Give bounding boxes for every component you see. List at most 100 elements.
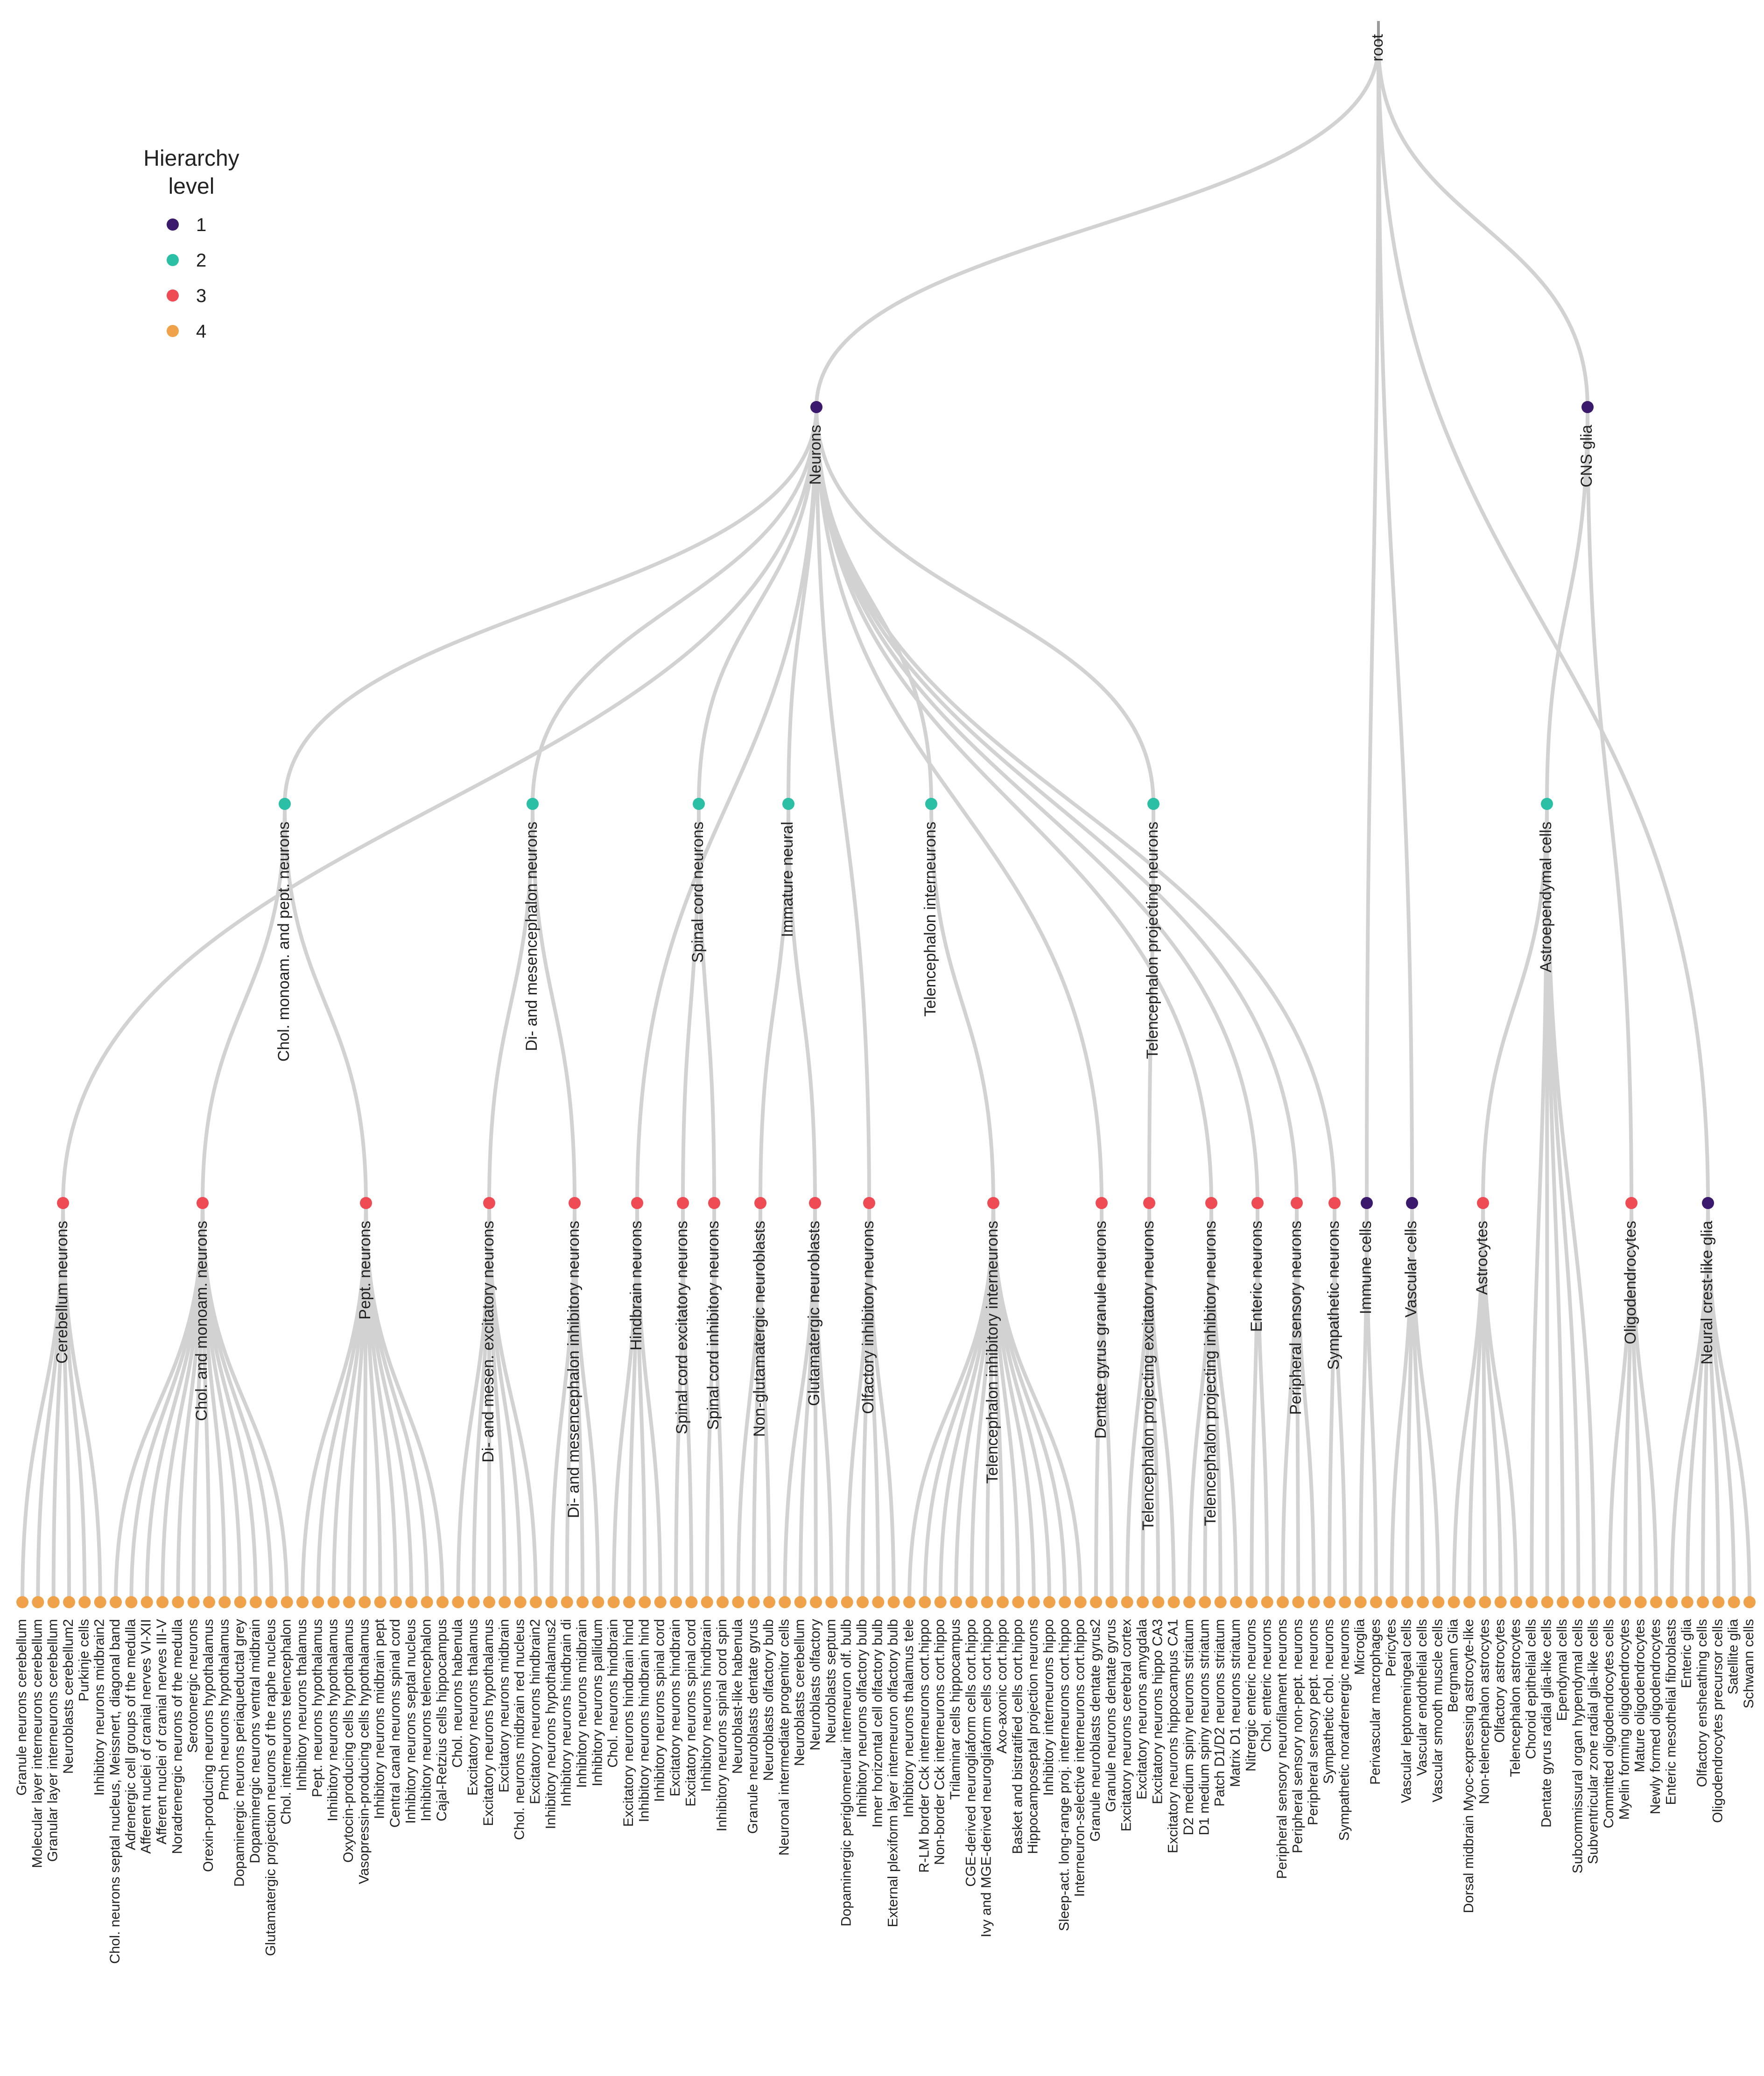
- leaf-node-dentate-gyrus-radial-glia-like-cells: [1541, 1596, 1553, 1608]
- leaf-label-granular-layer-interneurons-cerebellum: Granular layer interneurons cerebellum: [45, 1619, 61, 1862]
- leaf-label-inhibitory-neurons-spinal-cord: Inhibitory neurons spinal cord: [652, 1619, 668, 1802]
- leaf-node-inhibitory-neurons-spinal-cord-spin: [717, 1596, 729, 1608]
- leaf-label-excitatory-neurons-hippo-ca3: Excitatory neurons hippo CA3: [1150, 1619, 1165, 1804]
- edge-neural-crest-like-glia: [1377, 42, 1710, 1205]
- leaf-node-cajal-retzius-cells-hippocampus: [436, 1596, 449, 1608]
- node-dentate-gyrus-granule-neurons: [1096, 1197, 1108, 1209]
- leaf-node-excitatory-neurons-hindbrain-hind: [623, 1596, 635, 1608]
- leaf-node-excitatory-neurons-thalamus: [467, 1596, 480, 1608]
- edge-leaf-matrix-d1-neurons-striatum: [1209, 1201, 1238, 1604]
- leaf-node-inhibitory-neurons-septal-nucleus: [405, 1596, 418, 1608]
- leaf-node-trilaminar-cells-hippocampus: [950, 1596, 962, 1608]
- leaf-label-inhibitory-neurons-midbrain: Inhibitory neurons midbrain: [574, 1619, 590, 1788]
- leaf-label-peripheral-sensory-pept-neurons: Peripheral sensory pept. neurons: [1306, 1619, 1321, 1825]
- leaf-label-neuroblasts-olfactory: Neuroblasts olfactory: [808, 1619, 823, 1751]
- leaf-label-vascular-smooth-muscle-cells: Vascular smooth muscle cells: [1430, 1619, 1445, 1802]
- node-telencephalon-projecting-neurons: [1147, 798, 1160, 810]
- node-label-enteric-neurons: Enteric neurons: [1248, 1221, 1265, 1332]
- node-hindbrain-neurons: [631, 1197, 643, 1209]
- leaf-node-afferent-nuclei-of-cranial-nerves-iii-v: [156, 1596, 169, 1608]
- node-label-astroependymal-cells: Astroependymal cells: [1537, 822, 1555, 972]
- leaf-node-excitatory-neurons-hypothalamus: [483, 1596, 495, 1608]
- leaf-node-subcommissural-organ-hypendymal-cells: [1572, 1596, 1585, 1608]
- leaf-label-satellite-glia: Satellite glia: [1726, 1619, 1741, 1695]
- legend-title-line2: level: [169, 174, 215, 199]
- leaf-node-afferent-nuclei-of-cranial-nerves-vi-xii: [141, 1596, 153, 1608]
- leaf-label-neuroblasts-cerebellum2: Neuroblasts cerebellum2: [61, 1619, 76, 1774]
- leaf-label-vascular-leptomeningeal-cells: Vascular leptomeningeal cells: [1399, 1619, 1414, 1803]
- leaf-node-dorsal-midbrain-myoc-expressing-astrocyte-like: [1463, 1596, 1476, 1608]
- node-chol-and-monoam-neurons: [197, 1197, 209, 1209]
- edge-astrocytes: [1481, 802, 1549, 1205]
- leaf-node-olfactory-astrocytes: [1494, 1596, 1507, 1608]
- leaf-node-molecular-layer-interneurons-cerebellum: [32, 1596, 44, 1608]
- leaf-node-choroid-epithelial-cells: [1525, 1596, 1538, 1608]
- leaf-node-inhibitory-neurons-midbrain-pept: [374, 1596, 387, 1608]
- leaf-label-excitatory-neurons-thalamus: Excitatory neurons thalamus: [465, 1619, 481, 1796]
- leaf-node-matrix-d1-neurons-striatum: [1230, 1596, 1242, 1608]
- leaf-label-neuroblasts-olfactory-bulb: Neuroblasts olfactory bulb: [761, 1619, 776, 1781]
- node-label-chol-monoam-and-pept-neurons: Chol. monoam. and pept. neurons: [275, 822, 293, 1062]
- leaf-label-inhibitory-neurons-hindbrain-hind: Inhibitory neurons hindbrain hind: [636, 1619, 652, 1822]
- leaf-label-excitatory-neurons-cerebral-cortex: Excitatory neurons cerebral cortex: [1119, 1619, 1134, 1831]
- node-sympathetic-neurons: [1328, 1197, 1341, 1209]
- leaf-node-committed-oligodendrocytes-cells: [1603, 1596, 1616, 1608]
- edge-leaf-newly-formed-oligodendrocytes: [1630, 1201, 1658, 1604]
- leaf-node-cge-derived-neurogliaform-cells-cort-hippo: [965, 1596, 978, 1608]
- node-spinal-cord-inhibitory-neurons: [708, 1197, 720, 1209]
- edge-leaf-subventricular-zone-radial-glia-like-cells: [1545, 802, 1596, 1604]
- leaf-label-inhibitory-neurons-midbrain-pept: Inhibitory neurons midbrain pept: [372, 1619, 387, 1819]
- leaf-node-adrenergic-cell-groups-of-the-medulla: [125, 1596, 138, 1608]
- legend-swatch-level-4: [167, 325, 179, 337]
- node-telencephalon-projecting-inhibitory-neurons: [1205, 1197, 1217, 1209]
- leaf-node-non-border-cck-interneurons-cort-hippo: [934, 1596, 947, 1608]
- leaf-label-excitatory-neurons-hypothalamus: Excitatory neurons hypothalamus: [481, 1619, 496, 1826]
- edge-leaf-schwann-cells: [1706, 1201, 1751, 1604]
- node-telencephalon-projecting-excitatory-neurons: [1143, 1197, 1155, 1209]
- leaf-node-pmch-neurons-hypothalamus: [218, 1596, 231, 1608]
- edge-leaf-excitatory-neurons-hippocampus-ca1: [1147, 1201, 1176, 1604]
- node-oligodendrocytes: [1625, 1197, 1637, 1209]
- leaf-label-granule-neuroblasts-dentate-gyrus2: Granule neuroblasts dentate gyrus2: [1088, 1619, 1103, 1842]
- leaf-label-sleep-act-long-range-proj-interneurons-cort-hippo: Sleep-act. long-range proj. interneurons…: [1056, 1619, 1072, 1931]
- node-label-di-and-mesencephalon-neurons: Di- and mesencephalon neurons: [523, 822, 541, 1051]
- node-label-telencephalon-interneurons: Telencephalon interneurons: [921, 822, 939, 1017]
- leaf-label-neuroblasts-cerebellum: Neuroblasts cerebellum: [792, 1619, 808, 1766]
- node-label-cns-glia: CNS glia: [1578, 425, 1595, 487]
- leaf-label-newly-formed-oligodendrocytes: Newly formed oligodendrocytes: [1648, 1619, 1663, 1815]
- node-label-immature-neural: Immature neural: [779, 822, 796, 937]
- leaf-node-pericytes: [1385, 1596, 1398, 1608]
- leaf-node-schwann-cells: [1743, 1596, 1756, 1608]
- leaf-label-granule-neurons-cerebellum: Granule neurons cerebellum: [14, 1619, 29, 1796]
- leaf-node-inhibitory-neurons-telencephalon: [421, 1596, 433, 1608]
- leaf-node-inhibitory-neurons-hypothalamus2: [545, 1596, 558, 1608]
- legend: Hierarchy level 1 2 3 4: [143, 146, 239, 342]
- leaf-label-external-plexiform-layer-interneuron-olfactory-bulb: External plexiform layer interneuron olf…: [886, 1619, 901, 1927]
- leaf-node-non-telencephalon-astrocytes: [1479, 1596, 1491, 1608]
- edge-leaf-inhibitory-neurons-spinal-cord: [635, 1201, 662, 1604]
- leaf-node-inhibitory-neurons-hindbrain-hind: [639, 1596, 651, 1608]
- leaf-label-inhibitory-neurons-thalamus: Inhibitory neurons thalamus: [294, 1619, 309, 1791]
- edge-oligodendrocytes: [1586, 405, 1633, 1205]
- node-label-immune-cells: Immune cells: [1357, 1221, 1375, 1314]
- edge-chol-monoam-and-pept-neurons: [283, 405, 818, 806]
- node-astroependymal-cells: [1541, 798, 1553, 810]
- leaf-node-enteric-glia: [1681, 1596, 1694, 1608]
- node-cerebellum-neurons: [57, 1197, 69, 1209]
- leaf-label-inhibitory-neurons-hypothalamus2: Inhibitory neurons hypothalamus2: [543, 1619, 558, 1829]
- edge-cns-glia: [1377, 42, 1589, 409]
- node-label-di-and-mesen-excitatory-neurons: Di- and mesen. excitatory neurons: [479, 1221, 497, 1463]
- leaf-label-d2-medium-spiny-neurons-striatum: D2 medium spiny neurons striatum: [1181, 1619, 1196, 1836]
- edge-di-and-mesencephalon-inhibitory-neurons: [531, 802, 576, 1205]
- node-label-chol-and-monoam-neurons: Chol. and monoam. neurons: [193, 1221, 211, 1421]
- leaf-label-excitatory-neurons-spinal-cord: Excitatory neurons spinal cord: [683, 1619, 698, 1807]
- leaf-node-excitatory-neurons-hindbrain: [670, 1596, 682, 1608]
- node-label-sympathetic-neurons: Sympathetic neurons: [1325, 1221, 1342, 1370]
- leaf-label-dorsal-midbrain-myoc-expressing-astrocyte-like: Dorsal midbrain Myoc-expressing astrocyt…: [1461, 1619, 1476, 1913]
- edge-leaf-peripheral-sensory-pept-neurons: [1295, 1201, 1316, 1604]
- leaf-label-subcommissural-organ-hypendymal-cells: Subcommissural organ hypendymal cells: [1570, 1619, 1585, 1873]
- edge-telencephalon-projecting-excitatory-neurons: [1147, 802, 1155, 1205]
- leaf-label-myelin-forming-oligodendrocytes: Myelin forming oligodendrocytes: [1616, 1619, 1632, 1820]
- legend-swatch-level-3: [167, 289, 179, 302]
- leaf-node-inhibitory-neurons-spinal-cord: [654, 1596, 667, 1608]
